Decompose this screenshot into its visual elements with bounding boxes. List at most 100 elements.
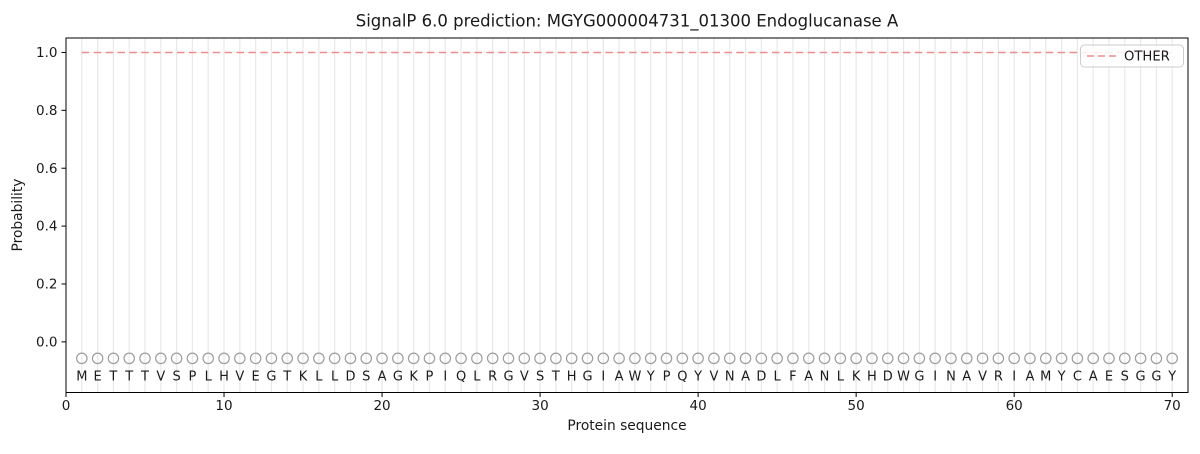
residue-marker-circle: [186, 352, 199, 365]
residue-marker-circle: [218, 352, 230, 365]
residue-marker-circle: [723, 352, 736, 365]
residue-marker-circle: [692, 352, 704, 365]
residue-marker-circle: [455, 352, 467, 365]
residue-marker-circle: [613, 352, 625, 365]
residue-marker-circle: [550, 352, 562, 365]
residue-marker-circle: [834, 352, 847, 365]
residue-marker-circle: [76, 352, 88, 365]
residue-marker-circle: [676, 352, 689, 365]
residue-marker-circle: [170, 352, 183, 365]
residue-marker-circle: [392, 352, 404, 365]
residue-letter: K: [299, 370, 308, 385]
residue-marker-circle: [202, 352, 215, 365]
residue-marker-circle: [708, 352, 720, 365]
residue-marker-circle: [960, 352, 973, 365]
residue-letter: P: [189, 370, 197, 385]
x-tick-label: 30: [531, 398, 548, 414]
residue-letter: V: [520, 370, 529, 385]
residue-letter: P: [663, 370, 671, 385]
residue-marker-circle: [249, 352, 262, 365]
residue-letter: V: [235, 370, 244, 385]
residue-marker-circle: [866, 352, 878, 365]
residue-letter: D: [883, 370, 893, 385]
residue-marker-circle: [328, 352, 341, 365]
residue-letter: N: [820, 370, 830, 385]
residue-letter: D: [756, 370, 766, 385]
residue-letter: S: [1121, 370, 1129, 385]
axes-frame-and-ticks: 0 10 20 30 40 50 60 70 0.0 0.2 0.4 0.6 0.8 1.0: [36, 37, 1189, 414]
residue-letter: F: [789, 370, 796, 385]
y-tick-label: 1.0: [36, 45, 57, 61]
residue-letter: Y: [646, 370, 655, 385]
residue-marker-circle: [897, 352, 910, 365]
residue-letter: V: [156, 370, 165, 385]
chart-title: SignalP 6.0 prediction: MGYG000004731_01…: [356, 12, 899, 32]
residue-letter: L: [315, 370, 323, 385]
residue-marker-circle: [376, 352, 388, 365]
x-axis-label: Protein sequence: [567, 418, 686, 434]
residue-marker-circle: [818, 352, 831, 365]
residue-letter: H: [567, 370, 577, 385]
residue-marker-circle: [945, 352, 957, 365]
residue-marker-circle: [787, 352, 799, 365]
residue-letter: T: [140, 370, 149, 385]
axes-spines: [65, 37, 1189, 393]
residue-letter: S: [362, 370, 370, 385]
residue-letter: G: [503, 370, 513, 385]
residue-letter: W: [628, 370, 641, 385]
legend-box: [1080, 44, 1184, 68]
legend: OTHER: [1080, 44, 1184, 68]
residue-letter: K: [852, 370, 861, 385]
residue-marker-circle: [1118, 352, 1131, 365]
residue-letter: T: [124, 370, 133, 385]
residue-marker-circle: [123, 352, 136, 365]
residue-letter: L: [205, 370, 213, 385]
residue-letter: S: [536, 370, 544, 385]
residue-marker-circle: [234, 352, 246, 365]
residue-marker-circle: [739, 352, 752, 365]
residue-marker-circle: [929, 352, 941, 365]
residue-marker-circle: [881, 352, 894, 365]
residue-letter: A: [962, 370, 971, 385]
residue-marker-circle: [471, 352, 483, 365]
residue-marker-circle: [660, 352, 673, 365]
residue-marker-circle: [486, 352, 499, 365]
residue-marker-circle: [644, 352, 657, 365]
residue-letter: H: [219, 370, 229, 385]
residue-marker-circle: [360, 352, 373, 365]
legend-label-other: OTHER: [1124, 50, 1170, 65]
residue-letter: I: [933, 370, 937, 385]
residue-marker-circle: [755, 352, 768, 365]
residue-letter: S: [172, 370, 180, 385]
residue-letter: Y: [693, 370, 702, 385]
residue-marker-circle: [850, 352, 862, 365]
residue-letter: D: [345, 370, 355, 385]
residue-letter: V: [709, 370, 718, 385]
residue-letter: E: [252, 370, 260, 385]
residue-letter: N: [946, 370, 956, 385]
residue-letter: E: [93, 370, 101, 385]
residue-letter: R: [488, 370, 497, 385]
residue-marker-circle: [139, 352, 151, 365]
residue-marker-circle: [313, 352, 325, 365]
residue-marker-circle: [581, 352, 594, 365]
residue-marker-circle: [155, 352, 167, 365]
residue-letter: T: [551, 370, 560, 385]
residue-letter: G: [393, 370, 403, 385]
residue-marker-circle: [1055, 352, 1068, 365]
residue-letter: W: [897, 370, 910, 385]
residue-marker-circle: [1024, 352, 1036, 365]
x-tick-label: 40: [690, 398, 707, 414]
residue-marker-circle: [107, 352, 120, 365]
x-tick-label: 0: [62, 398, 71, 414]
residue-letter: I: [601, 370, 605, 385]
residue-letter: Q: [456, 370, 466, 385]
residue-letter: M: [1040, 370, 1051, 385]
residue-letter: A: [615, 370, 624, 385]
residue-marker-circle: [423, 352, 436, 365]
residue-letter: Q: [677, 370, 687, 385]
residue-letter: L: [331, 370, 339, 385]
residue-marker-circle: [1103, 352, 1115, 365]
residue-letter: Y: [1057, 370, 1066, 385]
